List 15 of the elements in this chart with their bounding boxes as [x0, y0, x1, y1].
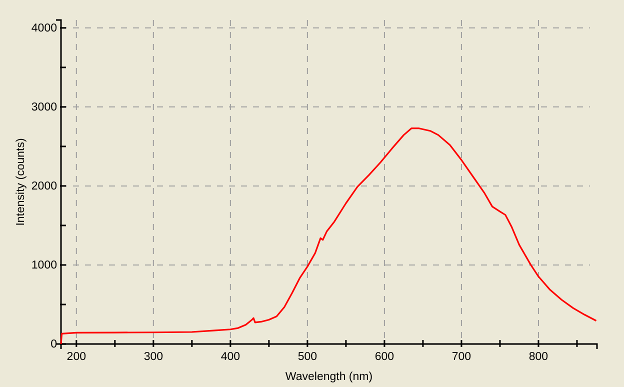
y-axis-title: Intensity (counts)	[15, 138, 27, 226]
y-tick-label: 0	[50, 338, 57, 351]
y-tick-label: 1000	[31, 260, 57, 272]
line-series	[60, 128, 598, 345]
x-tick-label: 400	[220, 351, 240, 364]
y-tick-label: 4000	[31, 22, 57, 35]
y-tick-label: 2000	[31, 180, 57, 193]
x-tick-label: 600	[374, 351, 394, 364]
x-tick-label: 200	[66, 351, 86, 364]
x-tick-label: 700	[452, 351, 472, 364]
x-tick-label: 300	[144, 351, 164, 364]
x-tick-label: 800	[528, 351, 548, 364]
y-tick-label: 3000	[31, 102, 57, 114]
x-tick-label: 500	[298, 351, 318, 364]
x-axis-title: Wavelength (nm)	[285, 371, 373, 383]
